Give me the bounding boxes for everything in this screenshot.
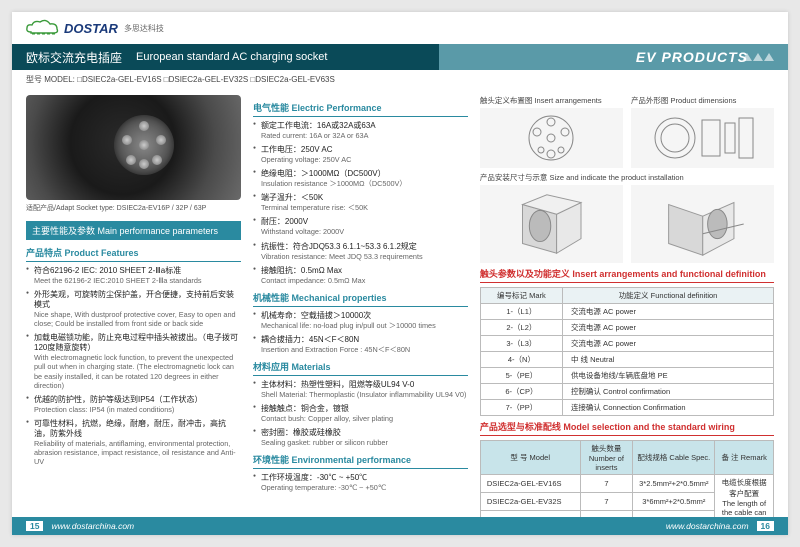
table-row: 3-（L3）交流电源 AC power [480,336,773,352]
table-row: 1-（L1）交流电源 AC power [480,304,773,320]
bullet-item: 端子温升：＜50KTerminal temperature rise: ＜50K [253,193,468,212]
header-band: 欧标交流充电插座 European standard AC charging s… [12,44,788,70]
environment-heading: 环境性能 Environmental performance [253,453,468,469]
features-list: 符合62196-2 IEC: 2010 SHEET 2-Ⅲa标准Meet the… [26,266,241,466]
func-th-mark: 编号标记 Mark [480,288,562,304]
model-sel-heading: 产品选型与标准配线 Model selection and the standa… [480,420,774,436]
model-line: 型号 MODEL: □DSIEC2a-GEL-EV16S □DSIEC2a-GE… [12,70,788,89]
footer: 15 www.dostarchina.com www.dostarchina.c… [12,517,788,535]
brand-sub: 多思达科技 [124,23,164,34]
diagram-row-1: 触头定义布置图 Insert arrangements 产品外形图 Produc… [480,95,774,168]
prod-dim-label: 产品外形图 Product dimensions [631,95,774,106]
bullet-item: 接触触点：铜合金，镀银Contact bush: Copper alloy, s… [253,404,468,423]
insert-arr-label: 触头定义布置图 Insert arrangements [480,95,623,106]
func-th-func: 功能定义 Functional definition [562,288,773,304]
header-title-en: European standard AC charging socket [136,51,327,63]
install-diagram-2 [631,185,774,263]
install-label: 产品安装尺寸与示意 Size and indicate the product … [480,172,774,183]
page-container: DOSTAR 多思达科技 欧标交流充电插座 European standard … [12,12,788,535]
install-diagram-1 [480,185,623,263]
bullet-item: 可靠性材料，抗燃，绝缘，耐磨，耐压，耐冲击，高抗油，防紫外线Reliabilit… [26,419,241,466]
bullet-item: 耦合拔插力：45N＜F＜80NInsertion and Extraction … [253,335,468,354]
photo-caption: 适配产品/Adapt Socket type: DSIEC2a-EV16P / … [26,203,241,213]
table-row: 7-（PP）连接确认 Connection Confirmation [480,400,773,416]
table-row: 5-（PE）供电设备地线/车辆底盘地 PE [480,368,773,384]
func-def-heading: 触头参数以及功能定义 Insert arrangements and funct… [480,267,774,283]
header-title-cn: 欧标交流充电插座 [26,49,122,66]
brand-logo: DOSTAR 多思达科技 [26,19,164,37]
brand-name: DOSTAR [64,21,118,36]
bullet-item: 主体材料：热塑性塑料，阻燃等级UL94 V-0Shell Material: T… [253,380,468,399]
diagram-row-2 [480,185,774,263]
ms-th-model: 型 号 Model [480,441,580,475]
table-row: 6-（CP）控制确认 Control confirmation [480,384,773,400]
electric-heading: 电气性能 Electric Performance [253,101,468,117]
ms-th-num: 触头数量 Number of inserts [580,441,633,475]
table-row: 4-（N）中 线 Neutral [480,352,773,368]
bullet-item: 外形美观，可旋转防尘保护盖，开合便捷，支持前后安装模式Nice shape, W… [26,290,241,328]
bullet-item: 工作环境温度：-30℃ ~ +50℃Operating temperature:… [253,473,468,492]
footer-url-left: www.dostarchina.com [51,521,134,531]
main-params-bar: 主要性能及参数 Main performance parameters [26,221,241,240]
materials-heading: 材料应用 Materials [253,360,468,376]
logo-bar: DOSTAR 多思达科技 [12,12,788,44]
bullet-item: 机械寿命：空载插拔＞10000次Mechanical life: no-load… [253,311,468,330]
mechanical-heading: 机械性能 Mechanical properties [253,291,468,307]
bullet-item: 密封圈：橡胶或硅橡胶Sealing gasket: rubber or sili… [253,428,468,447]
environment-list: 工作环境温度：-30℃ ~ +50℃Operating temperature:… [253,473,468,492]
ms-th-cable: 配线规格 Cable Spec. [633,441,715,475]
bullet-item: 抗振性：符合JDQ53.3 6.1.1~53.3 6.1.2规定Vibratio… [253,242,468,261]
func-def-table: 编号标记 Mark 功能定义 Functional definition 1-（… [480,287,774,416]
features-heading: 产品特点 Product Features [26,246,241,262]
product-photo [26,95,241,200]
insert-arrangement-diagram [480,108,623,168]
bullet-item: 接触阻抗：0.5mΩ MaxContact impedance: 0.5mΩ M… [253,266,468,285]
bullet-item: 优越的防护性，防护等级达到IP54（工作状态）Protection class:… [26,395,241,414]
bullet-item: 耐压：2000VWithstand voltage: 2000V [253,217,468,236]
product-dimension-diagram [631,108,774,168]
bullet-item: 符合62196-2 IEC: 2010 SHEET 2-Ⅲa标准Meet the… [26,266,241,285]
materials-list: 主体材料：热塑性塑料，阻燃等级UL94 V-0Shell Material: T… [253,380,468,447]
column-1: 适配产品/Adapt Socket type: DSIEC2a-EV16P / … [26,95,241,513]
table-row: DSIEC2a-GEL-EV16S73*2.5mm²+2*0.5mm²电缆长度根… [480,475,773,493]
column-2: 电气性能 Electric Performance 额定工作电流：16A或32A… [253,95,468,513]
bullet-item: 绝缘电阻：＞1000MΩ（DC500V）Insulation resistanc… [253,169,468,188]
bullet-item: 工作电压：250V ACOperating voltage: 250V AC [253,145,468,164]
page-num-right: 16 [757,521,774,531]
electric-list: 额定工作电流：16A或32A或63ARated current: 16A or … [253,121,468,285]
mechanical-list: 机械寿命：空载插拔＞10000次Mechanical life: no-load… [253,311,468,354]
model-sel-table: 型 号 Model 触头数量 Number of inserts 配线规格 Ca… [480,440,774,517]
table-row: 2-（L2）交流电源 AC power [480,320,773,336]
main-content: 适配产品/Adapt Socket type: DSIEC2a-EV16P / … [12,89,788,517]
footer-right: www.dostarchina.com 16 [400,517,788,535]
bullet-item: 额定工作电流：16A或32A或63ARated current: 16A or … [253,121,468,140]
page-num-left: 15 [26,521,43,531]
header-decoration [742,53,774,61]
footer-left: 15 www.dostarchina.com [12,517,400,535]
header-right-label: EV PRODUCTS [636,49,748,65]
logo-cloud-icon [26,19,60,37]
column-3: 触头定义布置图 Insert arrangements 产品外形图 Produc… [480,95,774,513]
bullet-item: 加载电磁锁功能，防止充电过程中插头被拔出。（电子拨可120度随意旋转）With … [26,333,241,389]
ms-th-remark: 备 注 Remark [715,441,774,475]
footer-url-right: www.dostarchina.com [666,521,749,531]
